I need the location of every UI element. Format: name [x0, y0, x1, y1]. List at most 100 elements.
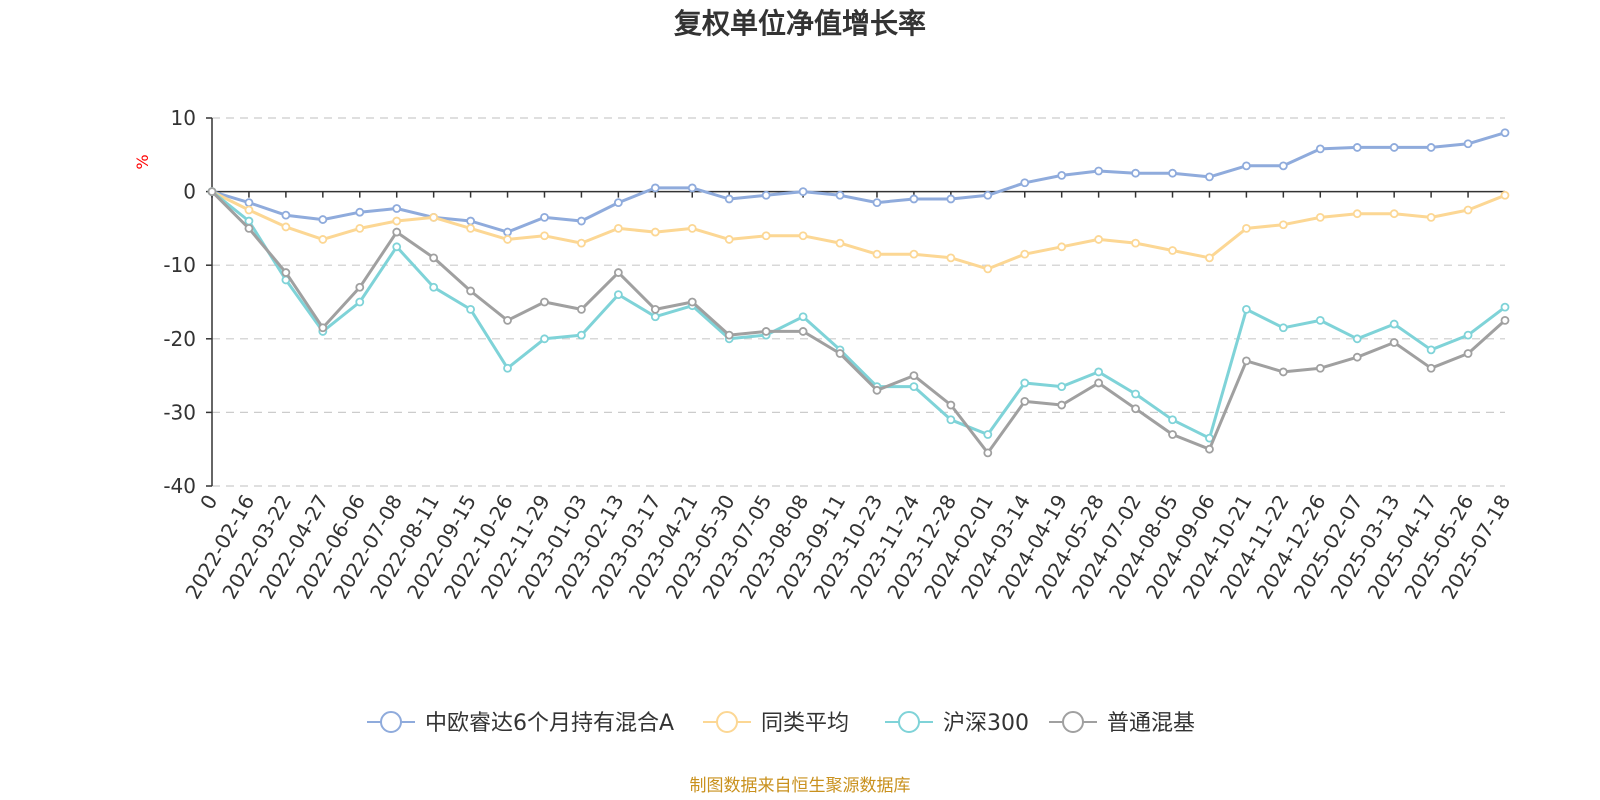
data-point — [1278, 367, 1288, 377]
data-point — [1278, 323, 1288, 333]
data-point — [798, 327, 808, 336]
data-point — [909, 249, 919, 259]
data-point — [613, 223, 623, 233]
data-point — [1205, 172, 1214, 182]
data-point — [1242, 304, 1251, 314]
y-tick-label: -30 — [163, 400, 196, 424]
data-point — [1020, 249, 1030, 259]
data-point — [1242, 223, 1251, 233]
data-point — [687, 183, 697, 193]
data-point — [1057, 382, 1067, 392]
data-point — [1168, 246, 1177, 255]
data-point — [872, 385, 882, 395]
data-point — [1315, 315, 1325, 325]
data-point — [946, 400, 956, 410]
data-point — [577, 238, 586, 248]
data-point — [1426, 143, 1436, 152]
data-point — [1315, 212, 1325, 222]
data-point — [613, 290, 623, 300]
data-point — [540, 231, 549, 241]
data-point — [466, 304, 476, 314]
y-tick-label: -40 — [163, 474, 196, 498]
series-2 — [207, 187, 1510, 443]
data-point — [1352, 209, 1362, 219]
data-point — [1463, 205, 1473, 215]
data-point — [1315, 363, 1325, 373]
legend-item[interactable]: 中欧睿达6个月持有混合A — [367, 711, 674, 736]
data-point — [540, 212, 549, 222]
data-point — [1020, 396, 1030, 406]
data-point — [1426, 212, 1436, 222]
data-point — [650, 227, 660, 237]
data-point — [1426, 363, 1436, 373]
grid-lines — [212, 117, 1505, 487]
data-point — [1020, 378, 1030, 388]
data-point — [392, 227, 402, 237]
legend-label: 沪深300 — [943, 711, 1029, 736]
data-point — [613, 268, 623, 277]
data-point — [207, 187, 217, 197]
data-point — [798, 187, 808, 197]
data-point — [1463, 349, 1473, 358]
data-point — [1205, 253, 1214, 263]
data-point — [1168, 168, 1177, 178]
legend-circle-icon — [898, 711, 920, 733]
data-point — [1463, 139, 1473, 149]
series-1 — [207, 187, 1510, 274]
data-point — [835, 190, 845, 200]
data-point — [244, 198, 254, 208]
data-point — [724, 330, 734, 340]
data-point — [1057, 171, 1067, 180]
y-axis-unit: % — [133, 154, 152, 169]
legend-circle-icon — [716, 711, 738, 733]
data-point — [872, 249, 882, 259]
y-tick-label: -10 — [163, 253, 196, 277]
data-point — [1389, 319, 1399, 329]
data-point — [872, 198, 882, 208]
data-point — [1352, 143, 1362, 152]
data-point — [687, 223, 697, 233]
data-point — [1500, 128, 1510, 138]
data-point — [1500, 302, 1510, 312]
data-point — [392, 204, 402, 213]
data-point — [577, 216, 586, 226]
data-point — [1315, 144, 1325, 154]
data-point — [1242, 356, 1251, 366]
data-point — [1131, 168, 1140, 178]
data-point — [244, 223, 254, 233]
data-point — [1094, 367, 1104, 377]
data-point — [318, 323, 328, 333]
series-line — [210, 190, 1507, 455]
data-point — [1094, 378, 1104, 388]
data-point — [761, 190, 771, 200]
legend-item[interactable]: 普通混基 — [1049, 711, 1195, 736]
data-point — [244, 205, 254, 215]
series-3 — [207, 187, 1510, 458]
x-axis: 02022-02-162022-03-222022-04-272022-06-0… — [180, 190, 1515, 603]
data-point — [650, 304, 660, 314]
legend[interactable]: 中欧睿达6个月持有混合A 同类平均 沪深300 普通混基 — [367, 711, 1195, 736]
data-point — [1057, 400, 1067, 410]
data-point — [503, 227, 512, 237]
data-point — [540, 297, 549, 307]
data-point — [503, 235, 512, 244]
data-point — [1242, 161, 1251, 171]
series-line — [211, 190, 1506, 271]
data-point — [724, 235, 734, 244]
data-point — [355, 223, 365, 233]
data-point — [503, 315, 512, 325]
data-point — [1094, 235, 1104, 244]
data-point — [983, 264, 993, 274]
data-point — [466, 286, 476, 296]
legend-label: 中欧睿达6个月持有混合A — [425, 711, 674, 736]
chart-title: 复权单位净值增长率 — [674, 7, 926, 40]
legend-label: 普通混基 — [1107, 711, 1195, 736]
series-0 — [207, 128, 1510, 237]
data-point — [946, 253, 956, 263]
data-point — [909, 382, 919, 392]
legend-item[interactable]: 同类平均 — [703, 711, 849, 736]
data-point — [281, 222, 291, 232]
legend-item[interactable]: 沪深300 — [885, 711, 1029, 736]
data-point — [983, 430, 993, 439]
data-point — [983, 190, 993, 200]
